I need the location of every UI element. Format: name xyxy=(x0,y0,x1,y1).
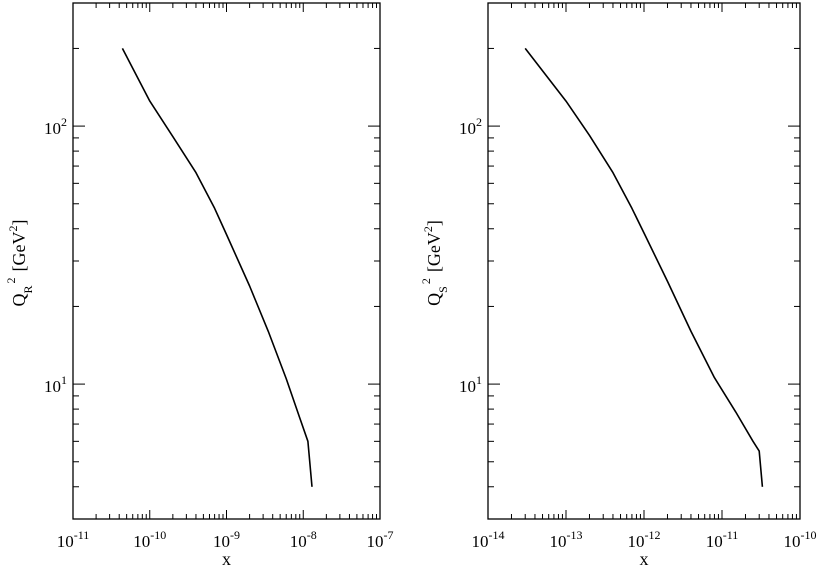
right-panel: 10-14 10-13 10-12 10-11 10-10 101 102 x QS2[GeV2… xyxy=(419,2,817,568)
x-tick-label: 10-7 xyxy=(367,528,394,551)
plot-frame xyxy=(72,2,381,520)
y-tick-label: 102 xyxy=(459,115,482,138)
x-tick-label: 10-13 xyxy=(550,528,583,551)
x-tick-label: 10-10 xyxy=(784,528,817,551)
series-line xyxy=(524,47,764,487)
y-tick-label: 102 xyxy=(44,115,67,138)
x-axis-label: x xyxy=(640,549,649,568)
x-tick-label: 10-8 xyxy=(290,528,317,551)
series-line xyxy=(121,48,313,487)
y-tick-label: 101 xyxy=(44,373,67,396)
y-axis-label: QS2[GeV2] xyxy=(419,220,450,306)
y-tick-label: 101 xyxy=(459,373,482,396)
x-tick-label: 10-11 xyxy=(57,528,90,551)
x-tick-label: 10-11 xyxy=(706,528,739,551)
x-axis-label: x xyxy=(222,549,231,568)
x-tick-label: 10-14 xyxy=(472,528,505,551)
x-tick-label: 10-10 xyxy=(133,528,166,551)
x-tick-label: 10-12 xyxy=(628,528,661,551)
y-axis-label: QR2[GeV2] xyxy=(4,220,35,307)
left-panel: 10-11 10-10 10-9 10-8 10-7 101 102 x QR2[GeV2] xyxy=(4,2,394,568)
x-tick-label: 10-9 xyxy=(213,528,240,551)
